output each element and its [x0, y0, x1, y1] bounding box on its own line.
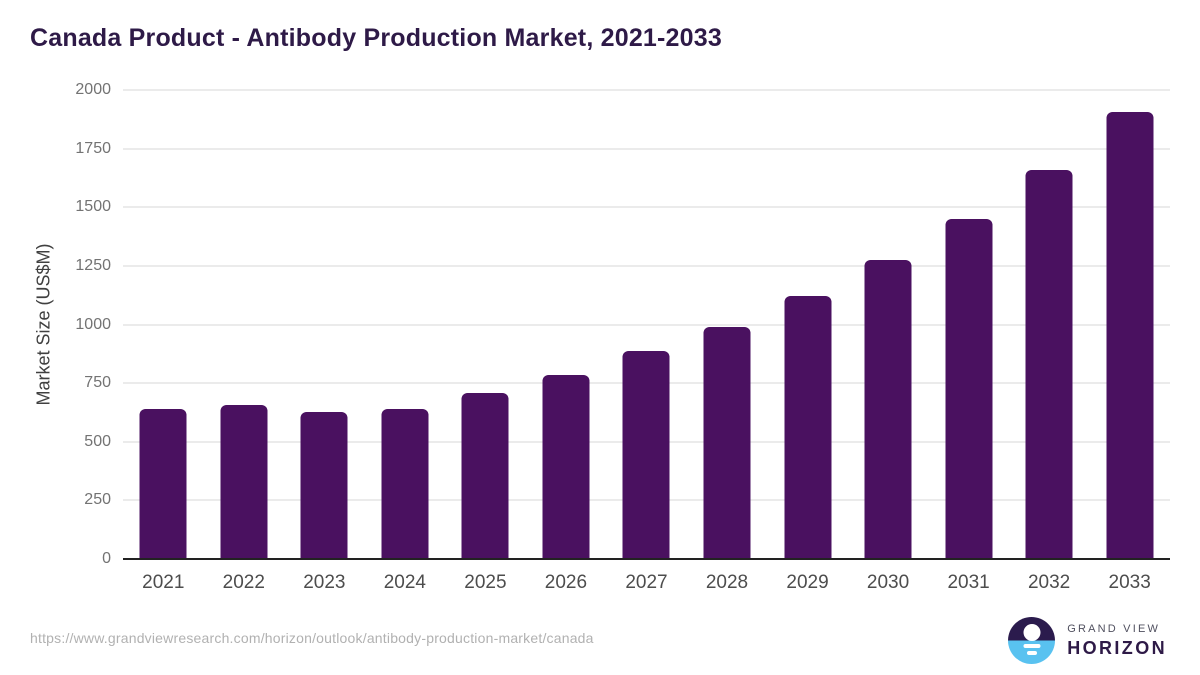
brand-logo: GRAND VIEW HORIZON	[1008, 617, 1167, 664]
y-tick-label-750: 750	[84, 374, 111, 392]
x-tick-label-2025: 2025	[464, 572, 507, 593]
bar-2026	[542, 374, 590, 559]
bar-slot-2027: 2027	[606, 90, 687, 593]
bar-2023	[300, 412, 348, 559]
bar-slot-2026: 2026	[526, 90, 607, 593]
x-tick-label-2026: 2026	[544, 572, 588, 593]
bar-slot-2022: 2022	[204, 90, 285, 593]
x-tick-label-2032: 2032	[1027, 572, 1071, 593]
bar-slot-2030: 2030	[848, 90, 929, 593]
bar-slot-2031: 2031	[928, 90, 1009, 593]
bar-2028	[703, 326, 751, 559]
bar-slot-2021: 2021	[123, 90, 204, 593]
source-url: https://www.grandviewresearch.com/horizo…	[30, 630, 594, 646]
x-tick-label-2022: 2022	[222, 572, 265, 593]
bar-2033	[1106, 112, 1154, 559]
x-tick-label-2031: 2031	[947, 572, 990, 593]
horizon-sun-icon	[1008, 617, 1056, 664]
y-tick-label-2000: 2000	[75, 81, 111, 98]
y-tick-label-0: 0	[102, 550, 111, 567]
gridline-2000	[123, 89, 1170, 91]
y-tick-label-1250: 1250	[75, 256, 111, 274]
bar-2025	[461, 392, 509, 559]
brand-name-top: GRAND VIEW	[1067, 622, 1161, 635]
bar-slot-2033: 2033	[1089, 90, 1170, 593]
gridline-1500	[123, 206, 1170, 209]
bar-2031	[945, 218, 993, 559]
bar-2027	[622, 351, 670, 559]
y-axis-title: Market Size (US$M)	[33, 243, 54, 406]
y-tick-label-1750: 1750	[75, 139, 111, 157]
bar-2032	[1025, 169, 1073, 559]
x-tick-label-2024: 2024	[383, 572, 426, 593]
x-tick-label-2033: 2033	[1108, 572, 1151, 593]
plot-area: 0 250 500 750 1000 1250 1500 1750 2000 2021 2022 20…	[75, 81, 1170, 593]
y-tick-label-500: 500	[84, 432, 111, 450]
bar-2030	[864, 260, 912, 559]
bar-slot-2024: 2024	[365, 90, 446, 593]
bar-series: 2021 2022 2023 2024 2025 2026 2027 2028 2029 2030…	[123, 90, 1170, 593]
gridline-1250	[123, 264, 1170, 267]
bar-2024	[381, 408, 429, 559]
y-tick-label-1000: 1000	[75, 315, 111, 333]
y-tick-label-250: 250	[84, 491, 111, 509]
bar-2021	[139, 408, 187, 559]
bar-slot-2028: 2028	[687, 90, 768, 593]
brand-name-bottom: HORIZON	[1067, 637, 1167, 658]
x-tick-label-2021: 2021	[142, 572, 185, 593]
bar-slot-2023: 2023	[284, 90, 365, 593]
gridline-1750	[123, 147, 1170, 150]
bar-2022	[220, 405, 268, 559]
x-tick-label-2030: 2030	[866, 572, 910, 593]
bar-slot-2032: 2032	[1009, 90, 1090, 593]
bar-slot-2025: 2025	[445, 90, 526, 593]
x-tick-label-2028: 2028	[705, 572, 749, 593]
x-tick-label-2029: 2029	[786, 572, 829, 593]
brand-logo-text: GRAND VIEW HORIZON	[1067, 623, 1167, 659]
bar-2029	[784, 296, 832, 559]
page-title: Canada Product - Antibody Production Mar…	[30, 24, 722, 52]
gridline-1000	[123, 323, 1170, 326]
y-axis-title-container: Market Size (US$M)	[22, 90, 66, 559]
bar-slot-2029: 2029	[767, 90, 848, 593]
y-tick-label-1500: 1500	[75, 198, 111, 216]
x-tick-label-2027: 2027	[625, 572, 668, 593]
x-tick-label-2023: 2023	[303, 572, 346, 593]
x-axis-line	[123, 558, 1170, 560]
